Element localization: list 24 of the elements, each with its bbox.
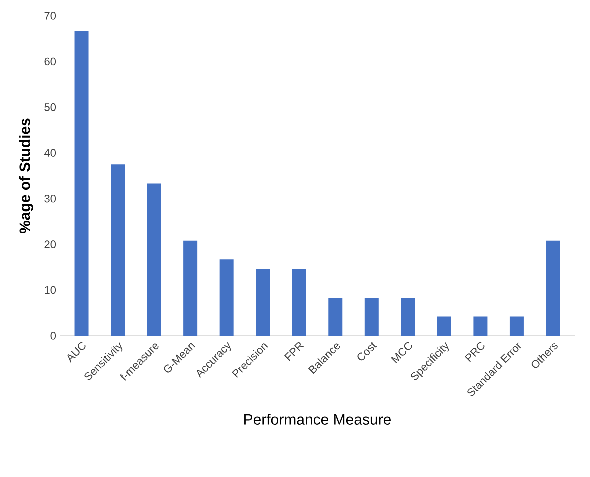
y-tick-label: 20 xyxy=(44,240,56,248)
bar xyxy=(147,184,162,336)
y-tick-label: 70 xyxy=(44,12,56,20)
bar xyxy=(220,260,234,336)
bar xyxy=(74,31,89,336)
bar xyxy=(437,316,452,336)
bar xyxy=(328,298,343,336)
y-axis-title: %age of Studies xyxy=(19,118,34,234)
y-tick-label: 30 xyxy=(44,194,56,203)
y-tick-label: 10 xyxy=(45,286,56,294)
bar xyxy=(510,316,524,336)
bar xyxy=(111,164,126,336)
bar xyxy=(474,316,488,336)
bar xyxy=(546,240,560,336)
bar xyxy=(256,269,270,336)
bar xyxy=(364,298,379,336)
bar xyxy=(184,240,198,336)
x-axis-title: Performance Measure xyxy=(244,414,391,425)
y-tick-label: 50 xyxy=(44,104,56,112)
bar xyxy=(292,269,306,336)
bar xyxy=(401,298,416,336)
y-tick-label: 0 xyxy=(50,332,56,340)
y-tick-label: 40 xyxy=(44,149,56,158)
y-tick-label: 60 xyxy=(44,58,56,66)
